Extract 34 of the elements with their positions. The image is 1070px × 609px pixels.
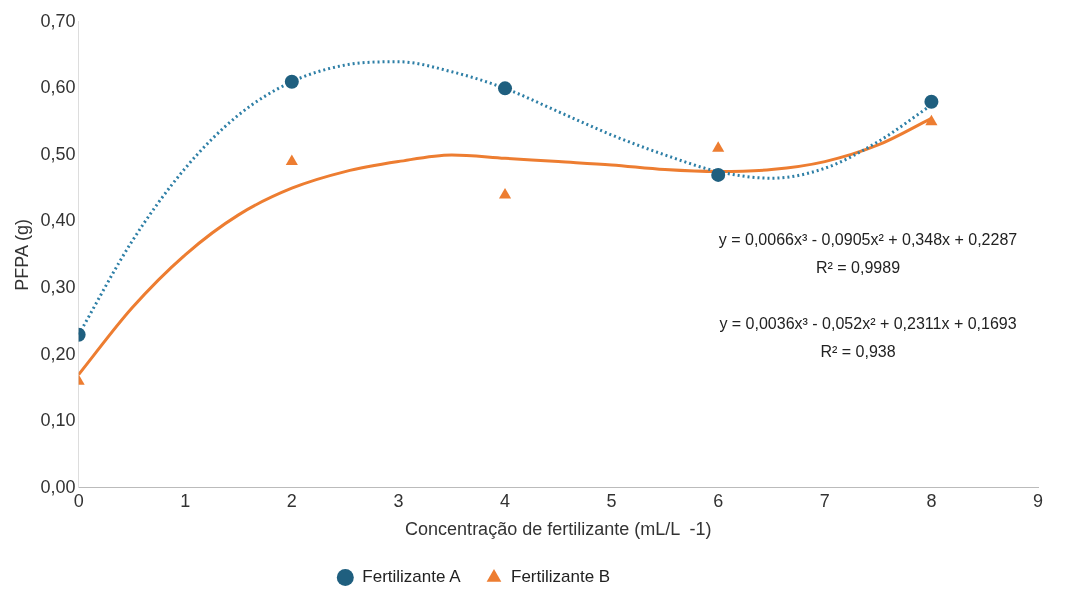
point — [285, 154, 298, 166]
point — [712, 141, 725, 152]
y-tick-label: 0,50 — [40, 143, 76, 164]
y-tick-label: 0,70 — [40, 10, 76, 31]
x-tick-label: 3 — [393, 490, 404, 511]
legend-label: Fertilizante A — [362, 567, 462, 587]
x-tick-label: 4 — [500, 490, 511, 511]
point — [924, 94, 939, 109]
annotation: R² = 0,938 — [820, 343, 896, 361]
x-tick-label: 0 — [73, 490, 84, 511]
x-tick-label: 1 — [180, 490, 191, 511]
point — [498, 187, 512, 199]
y-tick-label: 0,40 — [40, 210, 76, 231]
x-tick-label: 6 — [713, 490, 724, 511]
x-axis-title: Concentração de fertilizante (mL/L -1) — [405, 519, 712, 540]
annotation: y = 0,0066x³ - 0,0905x² + 0,348x + 0,2287 — [718, 231, 1018, 249]
y-tick-label: 0,00 — [40, 476, 76, 497]
annotation: y = 0,0036x³ - 0,052x² + 0,2311x + 0,1693 — [719, 315, 1017, 333]
y-axis-title: PFPA (g) — [11, 218, 32, 291]
point — [498, 81, 513, 96]
point — [925, 114, 938, 126]
point — [711, 167, 726, 182]
x-tick-label: 7 — [819, 490, 830, 511]
x-tick-label: 9 — [1032, 490, 1044, 511]
annotation: R² = 0,9989 — [815, 259, 901, 277]
y-tick-label: 0,10 — [40, 410, 76, 431]
x-tick-label: 2 — [286, 490, 297, 511]
legend-label: Fertilizante B — [511, 567, 611, 587]
point — [284, 74, 299, 89]
y-tick-label: 0,20 — [40, 343, 76, 364]
x-tick-label: 8 — [926, 490, 937, 511]
y-tick-label: 0,30 — [40, 277, 76, 298]
y-tick-label: 0,60 — [40, 77, 76, 98]
x-tick-label: 5 — [606, 490, 617, 511]
